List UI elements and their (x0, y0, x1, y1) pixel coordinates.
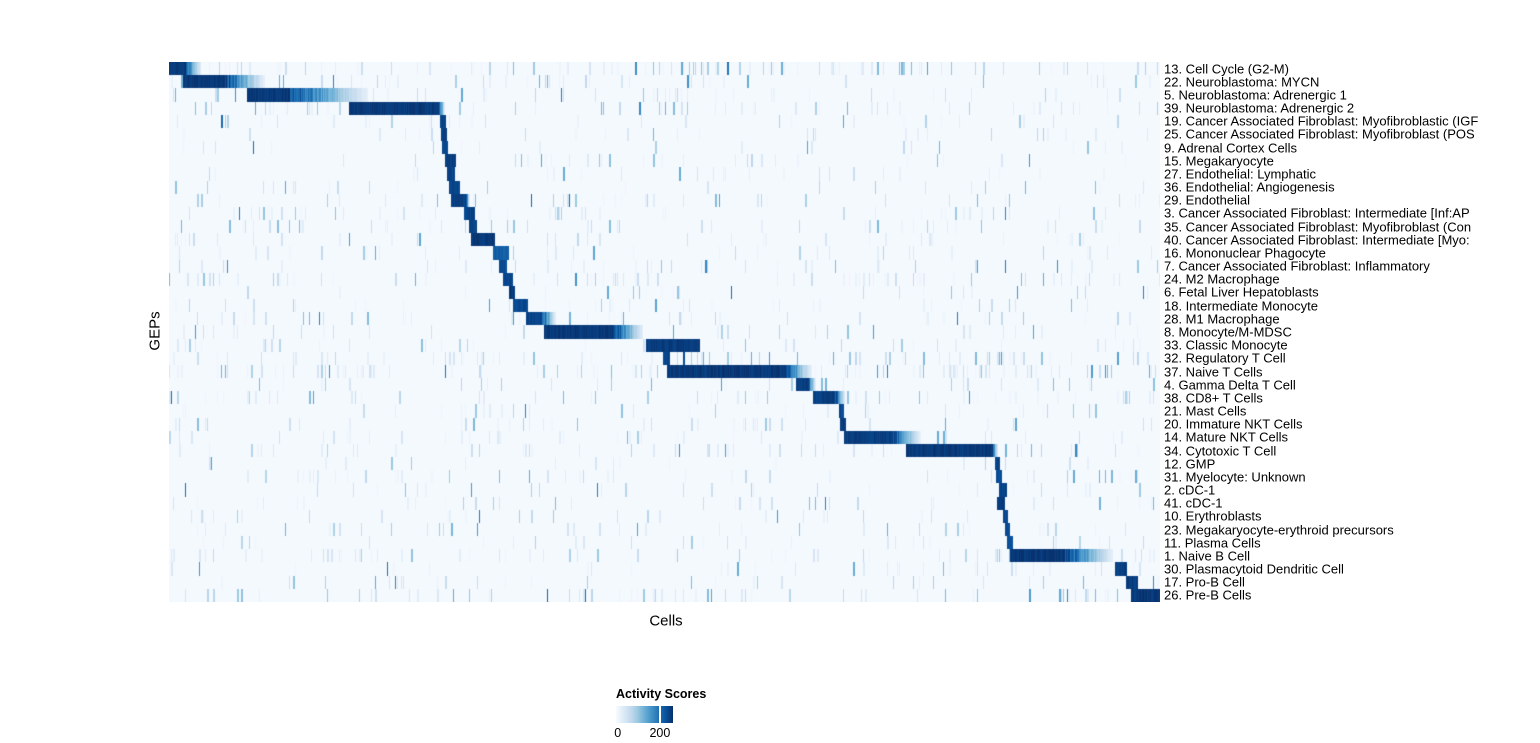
gep-row-label: 3. Cancer Associated Fibroblast: Interme… (1164, 205, 1470, 221)
gep-row-label: 28. M1 Macrophage (1164, 311, 1280, 327)
gep-row-label: 16. Mononuclear Phagocyte (1164, 245, 1326, 261)
gep-row-label: 2. cDC-1 (1164, 482, 1216, 498)
gep-row-label: 40. Cancer Associated Fibroblast: Interm… (1164, 232, 1470, 248)
gep-row-label: 15. Megakaryocyte (1164, 153, 1274, 169)
gep-row-label: 39. Neuroblastoma: Adrenergic 2 (1164, 100, 1355, 116)
gep-row-label: 38. CD8+ T Cells (1164, 390, 1263, 406)
legend-colorbar (616, 706, 673, 723)
gep-row-label: 24. M2 Macrophage (1164, 271, 1280, 287)
heatmap-canvas (169, 62, 1160, 602)
y-axis-title: GEPs (146, 311, 164, 351)
legend: Activity Scores 0 200 (614, 687, 746, 740)
gep-row-label: 4. Gamma Delta T Cell (1164, 377, 1296, 393)
legend-break-tick (658, 706, 661, 723)
gep-row-label: 5. Neuroblastoma: Adrenergic 1 (1164, 87, 1347, 103)
gep-row-label: 10. Erythroblasts (1164, 508, 1262, 524)
gep-row-label: 35. Cancer Associated Fibroblast: Myofib… (1164, 219, 1472, 235)
x-axis-title: Cells (649, 612, 683, 630)
gep-row-label: 9. Adrenal Cortex Cells (1164, 140, 1297, 156)
gep-row-label: 13. Cell Cycle (G2-M) (1164, 61, 1289, 77)
gep-row-label: 17. Pro-B Cell (1164, 574, 1245, 590)
gep-row-label: 7. Cancer Associated Fibroblast: Inflamm… (1164, 258, 1430, 274)
gep-row-label: 1. Naive B Cell (1164, 548, 1250, 564)
gep-row-label: 26. Pre-B Cells (1164, 587, 1252, 603)
gep-row-label: 41. cDC-1 (1164, 495, 1223, 511)
gep-row-label: 21. Mast Cells (1164, 403, 1247, 419)
gep-row-label: 27. Endothelial: Lymphatic (1164, 166, 1317, 182)
gep-row-label: 18. Intermediate Monocyte (1164, 298, 1318, 314)
gep-row-label: 8. Monocyte/M-MDSC (1164, 324, 1292, 340)
gep-row-label: 20. Immature NKT Cells (1164, 416, 1303, 432)
gep-row-label: 6. Fetal Liver Hepatoblasts (1164, 284, 1319, 300)
gep-row-label: 23. Megakaryocyte-erythroid precursors (1164, 522, 1394, 538)
gep-row-label: 14. Mature NKT Cells (1164, 429, 1289, 445)
legend-title: Activity Scores (616, 687, 707, 701)
gep-row-label: 32. Regulatory T Cell (1164, 350, 1286, 366)
legend-tick-label: 200 (649, 726, 671, 740)
gep-row-label: 34. Cytotoxic T Cell (1164, 443, 1277, 459)
legend-tick-labels: 0 200 (614, 726, 673, 740)
gep-row-label: 31. Myelocyte: Unknown (1164, 469, 1306, 485)
legend-tick-label: 0 (614, 726, 622, 740)
gep-row-label: 37. Naive T Cells (1164, 364, 1263, 379)
gep-row-label: 30. Plasmacytoid Dendritic Cell (1164, 561, 1344, 577)
gep-row-label: 11. Plasma Cells (1164, 535, 1261, 551)
gep-row-label: 25. Cancer Associated Fibroblast: Myofib… (1164, 126, 1475, 142)
gep-row-label: 36. Endothelial: Angiogenesis (1164, 179, 1335, 195)
gep-row-label: 29. Endothelial (1164, 192, 1251, 208)
gep-row-label: 33. Classic Monocyte (1164, 337, 1288, 353)
gep-row-label: 22. Neuroblastoma: MYCN (1164, 74, 1320, 90)
gep-row-label: 19. Cancer Associated Fibroblast: Myofib… (1164, 113, 1479, 129)
gep-row-label: 12. GMP (1164, 456, 1216, 472)
